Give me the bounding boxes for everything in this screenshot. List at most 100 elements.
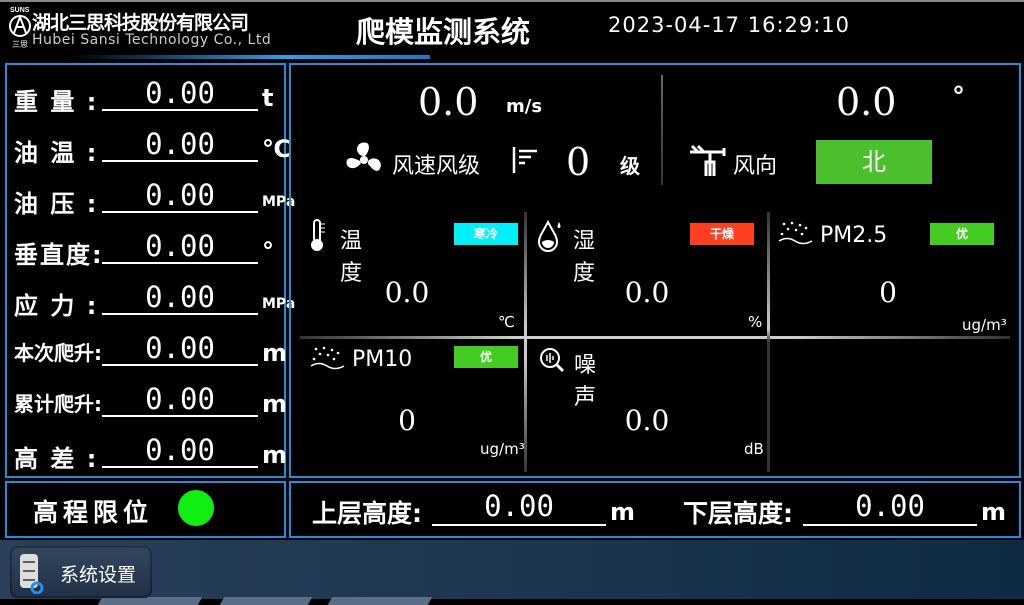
system-settings-button[interactable]: 系统设置 (10, 546, 152, 598)
pm10-unit: ug/m³ (480, 440, 525, 458)
upper-height-unit: m (610, 498, 636, 526)
droplet-icon (537, 218, 563, 256)
wind-vane-icon (688, 140, 728, 184)
limit-label: 高程限位 (33, 498, 154, 527)
lower-height-label: 下层高度: (683, 499, 793, 528)
wind-direction-badge: 北 (816, 140, 932, 184)
temperature-unit: ℃ (498, 313, 515, 331)
svg-text:SUNS: SUNS (10, 7, 30, 14)
value: 0.00 (102, 282, 258, 315)
upper-height-label: 上层高度: (312, 499, 422, 528)
wind-speed-value: 0.0 (418, 80, 479, 124)
value: 0.00 (102, 435, 258, 468)
grid-divider-h (300, 336, 1010, 339)
value: 0.00 (102, 231, 258, 264)
environment-panel (289, 63, 1021, 478)
datetime: 2023-04-17 16:29:10 (608, 13, 851, 37)
value: 0.00 (102, 384, 258, 417)
wind-direction-degrees: 0.0 (836, 80, 897, 124)
dust-icon (778, 220, 814, 250)
value: 0.00 (102, 78, 258, 111)
temperature-badge: 寒冷 (454, 223, 518, 245)
noise-value: 0.0 (624, 404, 670, 437)
unit: t (262, 84, 274, 112)
page-title: 爬模监测系统 (356, 15, 531, 49)
pm10-value: 0 (398, 404, 416, 437)
humidity-label: 湿度 (573, 229, 596, 286)
noise-label: 噪声 (574, 353, 597, 410)
wind-speed-unit: m/s (506, 96, 543, 117)
pm10-badge: 优 (454, 346, 518, 368)
wind-level-value: 0 (566, 140, 591, 184)
grid-divider-v1 (524, 212, 527, 472)
footer-decoration (219, 597, 313, 605)
company-name-en: Hubei Sansi Technology Co., Ltd (32, 32, 272, 48)
unit: ℃ (262, 135, 292, 163)
pm25-value: 0 (879, 276, 897, 309)
limit-panel (5, 481, 286, 538)
wind-divider (661, 75, 663, 185)
pm25-badge: 优 (930, 223, 994, 245)
company-logo: SUNS 三思 (8, 4, 32, 54)
unit: ° (262, 237, 274, 265)
lower-height-unit: m (981, 498, 1007, 526)
row-total-climb: 累计爬升: 0.00 m (14, 382, 288, 422)
humidity-value: 0.0 (624, 276, 670, 309)
wind-level-unit: 级 (620, 154, 640, 178)
dust-icon (310, 345, 346, 375)
row-oil-temp: 油 温 :0.00 ℃ (14, 127, 291, 167)
wind-speed-label: 风速风级 (392, 154, 481, 179)
value: 0.00 (102, 129, 258, 162)
unit: m (262, 441, 288, 469)
wind-direction-label: 风向 (733, 154, 778, 179)
label: 垂直度: (14, 241, 104, 269)
degree-unit: ° (952, 82, 965, 112)
system-settings-label: 系统设置 (60, 564, 137, 586)
grid-divider-v2 (767, 212, 770, 472)
temperature-label: 温度 (340, 229, 363, 286)
sensor-panel (5, 63, 286, 478)
row-height-diff: 高 差 :0.00 m (14, 433, 288, 473)
humidity-badge: 干燥 (690, 223, 754, 245)
label: 本次爬升: (14, 341, 102, 365)
row-weight: 重 量 :0.00 t (14, 76, 284, 116)
fan-icon (343, 140, 385, 184)
footer-bar (0, 540, 1024, 599)
value: 0.00 (102, 180, 258, 213)
header-divider (70, 55, 430, 59)
lower-height-value: 0.00 (803, 489, 977, 526)
temperature-value: 0.0 (384, 276, 430, 309)
label: 应 力 : (14, 292, 99, 320)
wind-level-icon (511, 145, 541, 179)
label: 重 量 : (14, 88, 99, 116)
unit: MPa (262, 194, 296, 210)
pm25-unit: ug/m³ (962, 316, 1007, 334)
noise-icon (538, 346, 566, 378)
row-verticality: 垂直度: 0.00 ° (14, 229, 284, 269)
settings-icon (20, 554, 44, 594)
value: 0.00 (102, 333, 258, 366)
row-oil-pressure: 油 压 :0.00 MPa (14, 178, 295, 218)
noise-unit: dB (744, 440, 764, 458)
pm10-label: PM10 (352, 347, 413, 372)
footer-decoration (327, 597, 433, 605)
unit: MPa (262, 296, 296, 312)
unit: m (262, 390, 288, 418)
row-stress: 应 力 :0.00 MPa (14, 280, 295, 320)
top-border (0, 0, 1024, 2)
limit-status-indicator (178, 490, 214, 526)
unit: m (262, 339, 288, 367)
thermometer-icon (310, 218, 326, 256)
label: 累计爬升: (14, 392, 102, 416)
label: 高 差 : (14, 445, 99, 473)
company-name-cn: 湖北三思科技股份有限公司 (32, 12, 249, 34)
upper-height-value: 0.00 (432, 489, 606, 526)
label: 油 温 : (14, 139, 99, 167)
label: 油 压 : (14, 190, 99, 218)
svg-text:三思: 三思 (12, 40, 28, 49)
humidity-unit: % (748, 313, 763, 331)
height-panel (289, 481, 1021, 538)
pm25-label: PM2.5 (820, 223, 888, 248)
footer-decoration (97, 597, 203, 605)
row-current-climb: 本次爬升: 0.00 m (14, 331, 288, 371)
